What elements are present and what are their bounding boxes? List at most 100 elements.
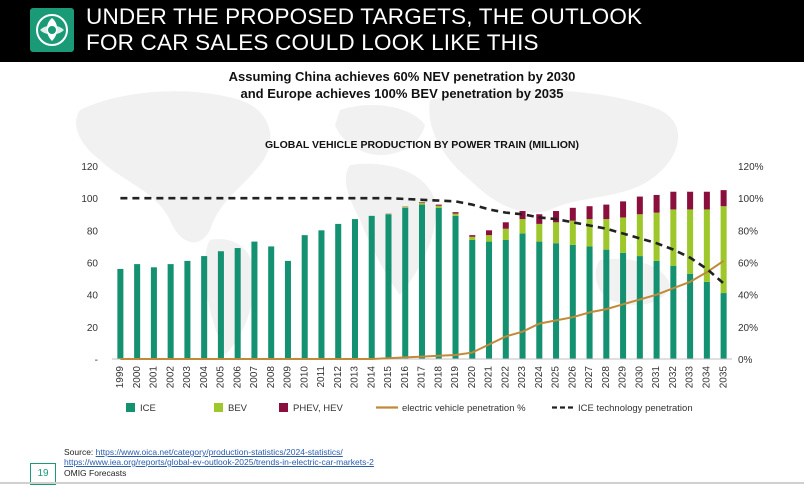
- source-link-iea[interactable]: https://www.iea.org/reports/global-ev-ou…: [64, 457, 374, 467]
- bar-ice: [519, 233, 526, 359]
- y-right-tick-label: 80%: [738, 226, 758, 237]
- x-tick-label: 2025: [551, 366, 562, 389]
- x-tick-label: 2010: [299, 366, 310, 389]
- chart-subtitle-line1: Assuming China achieves 60% NEV penetrat…: [228, 69, 576, 84]
- bar-phev-hev: [586, 206, 593, 220]
- y-left-tick-label: 40: [87, 291, 99, 302]
- source-line1: Source: https://www.oica.net/category/pr…: [64, 447, 343, 457]
- y-right-tick-label: 20%: [738, 323, 758, 334]
- x-tick-label: 2004: [199, 366, 210, 389]
- line-electric-vehicle-penetration-: [120, 260, 725, 360]
- y-left-tick-label: 120: [81, 162, 98, 173]
- bar-ice: [536, 241, 543, 359]
- bar-ice: [703, 281, 710, 359]
- x-tick-label: 2035: [718, 366, 729, 389]
- bar-bev: [536, 223, 543, 242]
- y-left-tick-label: -: [95, 355, 98, 366]
- x-tick-label: 1999: [115, 366, 126, 389]
- bar-ice: [402, 207, 409, 359]
- bar-bev: [502, 228, 509, 240]
- x-tick-label: 2005: [216, 366, 227, 389]
- y-left-tick-label: 20: [87, 323, 99, 334]
- bar-ice: [418, 204, 426, 359]
- chart-subtitle-line2: and Europe achieves 100% BEV penetration…: [240, 86, 564, 101]
- x-tick-label: 2031: [651, 366, 662, 389]
- source-label: Source:: [64, 447, 96, 457]
- x-tick-label: 2011: [316, 366, 327, 388]
- bar-ice: [553, 243, 560, 359]
- y-right-tick-label: 60%: [738, 259, 758, 270]
- bar-bev: [402, 207, 409, 208]
- bar-ice: [134, 264, 141, 359]
- x-tick-label: 2023: [517, 366, 528, 389]
- bar-phev-hev: [670, 191, 677, 210]
- x-tick-label: 2003: [182, 366, 193, 389]
- x-tick-label: 2033: [685, 366, 696, 389]
- bar-phev-hev: [452, 212, 459, 214]
- bar-bev: [670, 209, 677, 266]
- bar-ice: [217, 251, 224, 359]
- x-tick-label: 2019: [450, 366, 461, 389]
- x-tick-label: 2032: [668, 366, 679, 389]
- x-tick-label: 2013: [350, 366, 361, 389]
- x-tick-label: 2024: [534, 366, 545, 389]
- x-tick-label: 2021: [484, 366, 495, 389]
- bar-ice: [502, 239, 509, 359]
- bar-phev-hev: [418, 202, 426, 203]
- bar-bev: [687, 209, 694, 274]
- x-tick-label: 2008: [266, 366, 277, 389]
- source-link-oica[interactable]: https://www.oica.net/category/production…: [95, 447, 343, 457]
- x-tick-label: 2016: [400, 366, 411, 389]
- x-tick-label: 2018: [433, 366, 444, 389]
- x-tick-label: 2028: [601, 366, 612, 389]
- bar-bev: [569, 220, 576, 245]
- x-tick-label: 2030: [634, 366, 645, 389]
- bar-phev-hev: [569, 207, 576, 221]
- x-tick-label: 2014: [366, 366, 377, 389]
- legend-swatch: [279, 403, 288, 412]
- bar-ice: [301, 235, 308, 359]
- x-tick-label: 2027: [584, 366, 595, 389]
- bar-phev-hev: [502, 222, 509, 229]
- bar-ice: [251, 241, 258, 359]
- bar-bev: [586, 219, 593, 247]
- bar-ice: [385, 214, 392, 359]
- bar-ice: [167, 264, 174, 359]
- x-tick-label: 2006: [232, 366, 243, 389]
- bar-bev: [469, 236, 476, 240]
- legend-label: electric vehicle penetration %: [402, 403, 526, 414]
- legend-label: BEV: [228, 403, 248, 414]
- y-right-tick-label: 0%: [738, 355, 753, 366]
- bar-phev-hev: [469, 235, 476, 237]
- bar-phev-hev: [703, 191, 710, 210]
- y-left-tick-label: 80: [87, 226, 99, 237]
- bar-bev: [703, 209, 710, 282]
- legend-label: PHEV, HEV: [293, 403, 343, 414]
- source-line2: https://www.iea.org/reports/global-ev-ou…: [64, 457, 374, 467]
- bar-ice: [117, 268, 124, 359]
- slide-title-line2: FOR CAR SALES COULD LOOK LIKE THIS: [86, 30, 539, 55]
- bar-ice: [569, 244, 576, 359]
- bar-bev: [653, 212, 660, 261]
- bar-ice: [452, 215, 459, 359]
- bar-ice: [150, 267, 157, 359]
- bar-bev: [435, 205, 442, 208]
- bar-bev: [486, 235, 493, 242]
- bar-phev-hev: [636, 196, 643, 215]
- bar-phev-hev: [720, 190, 727, 207]
- bar-ice: [318, 230, 325, 359]
- x-tick-label: 2026: [567, 366, 578, 389]
- bar-ice: [435, 207, 442, 359]
- bar-bev: [519, 219, 526, 234]
- bar-ice: [335, 223, 342, 359]
- bar-bev: [720, 206, 727, 294]
- bar-ice: [720, 293, 727, 359]
- bar-ice: [486, 241, 493, 359]
- bar-bev: [620, 217, 627, 253]
- bar-ice: [184, 260, 191, 359]
- bar-phev-hev: [603, 204, 610, 220]
- x-tick-label: 2012: [333, 366, 344, 389]
- bar-ice: [653, 260, 660, 359]
- bar-phev-hev: [687, 191, 694, 210]
